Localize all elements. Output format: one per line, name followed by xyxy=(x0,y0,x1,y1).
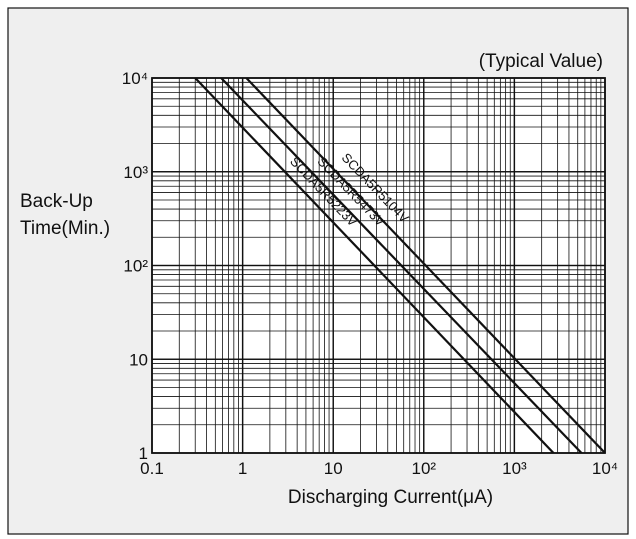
series-line-3 xyxy=(194,78,555,453)
series-line-2 xyxy=(220,78,583,453)
y-tick-label-5: 10⁴ xyxy=(122,69,148,88)
y-tick-label-2: 10 xyxy=(129,350,148,369)
x-tick-label-2: 1 xyxy=(238,459,247,478)
x-tick-label-3: 10 xyxy=(324,459,343,478)
x-tick-label-6: 10⁴ xyxy=(592,459,618,478)
plot-area xyxy=(151,77,606,454)
plot-border xyxy=(151,77,606,454)
series-line-1 xyxy=(245,78,605,453)
series-layer xyxy=(194,78,605,453)
y-axis-label: Back-Up Time(Min.) xyxy=(20,191,110,239)
x-tick-label-1: 0.1 xyxy=(140,459,164,478)
y-tick-label-4: 10³ xyxy=(123,163,148,182)
y-axis-label-line-1: Back-Up xyxy=(20,191,93,212)
y-tick-label-1: 1 xyxy=(139,444,148,463)
chart-title: (Typical Value) xyxy=(479,51,603,72)
x-axis-label: Discharging Current(μA) xyxy=(288,487,493,508)
x-tick-label-4: 10² xyxy=(412,459,437,478)
x-tick-label-5: 10³ xyxy=(502,459,527,478)
y-axis-label-line-2: Time(Min.) xyxy=(20,218,110,239)
y-tick-label-3: 10² xyxy=(123,257,148,276)
